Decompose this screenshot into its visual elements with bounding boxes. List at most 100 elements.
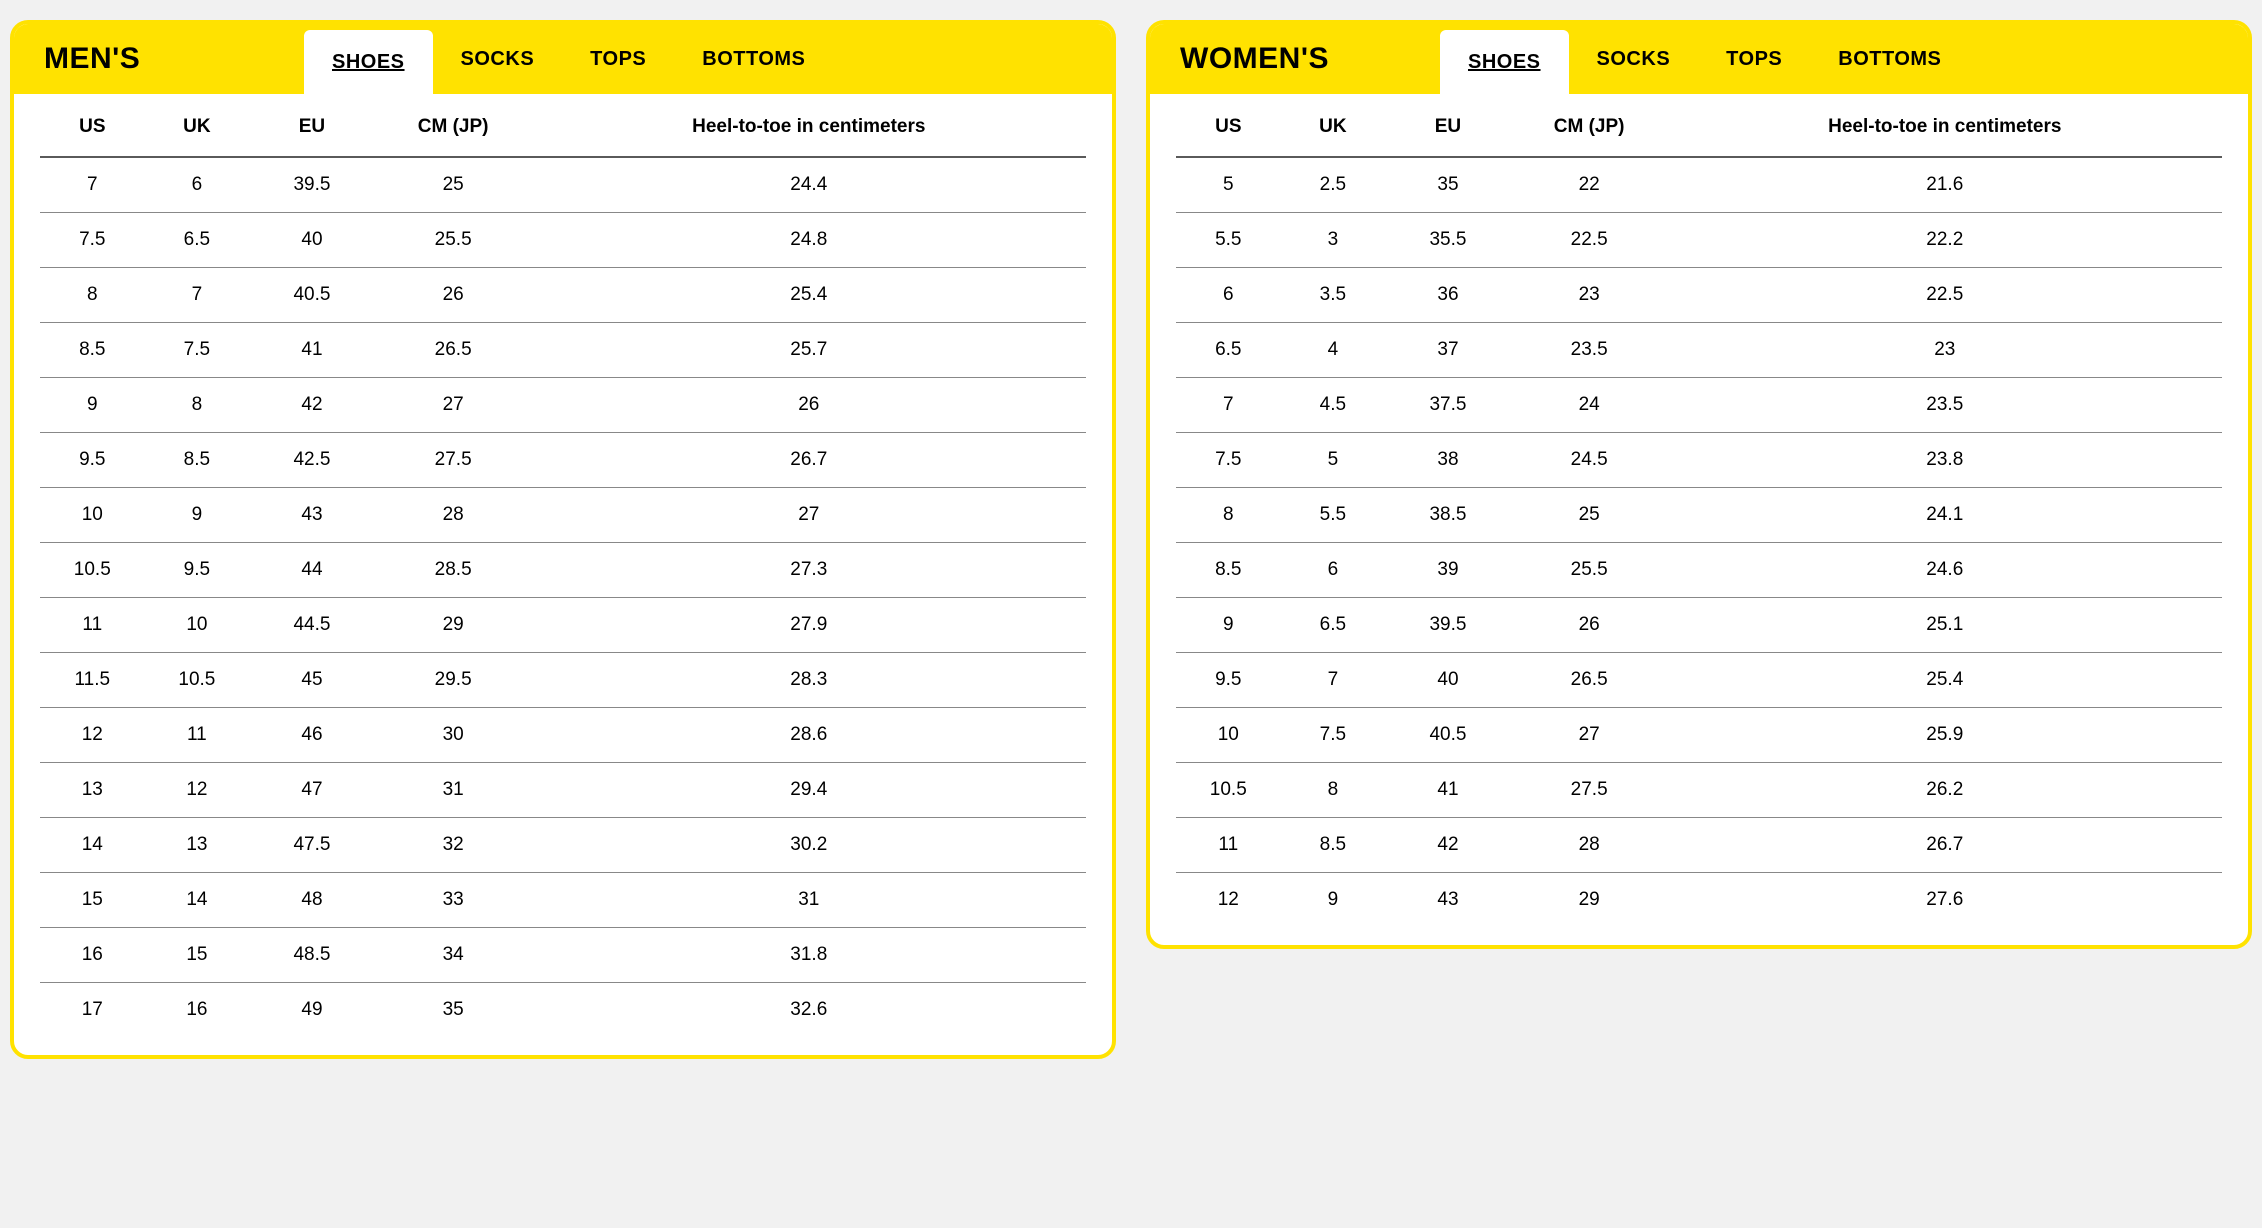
cell: 3 bbox=[1281, 213, 1386, 268]
table-row: 8.57.54126.525.7 bbox=[40, 323, 1086, 378]
cell: 30.2 bbox=[532, 818, 1086, 873]
cell: 22 bbox=[1511, 157, 1668, 213]
tab-bottoms[interactable]: BOTTOMS bbox=[674, 24, 833, 94]
cell: 13 bbox=[40, 763, 145, 818]
cell: 26.5 bbox=[1511, 653, 1668, 708]
table-row: 10.584127.526.2 bbox=[1176, 763, 2222, 818]
mens-title: MEN'S bbox=[14, 24, 304, 94]
womens-size-table: US UK EU CM (JP) Heel-to-toe in centimet… bbox=[1176, 94, 2222, 927]
cell: 47 bbox=[249, 763, 375, 818]
tab-socks[interactable]: SOCKS bbox=[1569, 24, 1699, 94]
cell: 9 bbox=[40, 378, 145, 433]
cell: 23 bbox=[1668, 323, 2222, 378]
tab-tops[interactable]: TOPS bbox=[562, 24, 674, 94]
cell: 27 bbox=[532, 488, 1086, 543]
tab-bottoms[interactable]: BOTTOMS bbox=[1810, 24, 1969, 94]
cell: 43 bbox=[1385, 873, 1511, 928]
cell: 5.5 bbox=[1281, 488, 1386, 543]
cell: 30 bbox=[375, 708, 532, 763]
cell: 31.8 bbox=[532, 928, 1086, 983]
cell: 5 bbox=[1281, 433, 1386, 488]
cell: 26.7 bbox=[1668, 818, 2222, 873]
cell: 12 bbox=[40, 708, 145, 763]
cell: 31 bbox=[532, 873, 1086, 928]
table-row: 8.563925.524.6 bbox=[1176, 543, 2222, 598]
cell: 45 bbox=[249, 653, 375, 708]
cell: 25.4 bbox=[1668, 653, 2222, 708]
col-heel: Heel-to-toe in centimeters bbox=[1668, 94, 2222, 157]
cell: 24.6 bbox=[1668, 543, 2222, 598]
cell: 2.5 bbox=[1281, 157, 1386, 213]
cell: 35 bbox=[375, 983, 532, 1038]
cell: 31 bbox=[375, 763, 532, 818]
cell: 23.5 bbox=[1511, 323, 1668, 378]
cell: 6.5 bbox=[145, 213, 250, 268]
cell: 37 bbox=[1385, 323, 1511, 378]
cell: 6.5 bbox=[1176, 323, 1281, 378]
cell: 10.5 bbox=[1176, 763, 1281, 818]
cell: 25 bbox=[375, 157, 532, 213]
cell: 7.5 bbox=[145, 323, 250, 378]
table-row: 5.5335.522.522.2 bbox=[1176, 213, 2222, 268]
cell: 46 bbox=[249, 708, 375, 763]
table-row: 85.538.52524.1 bbox=[1176, 488, 2222, 543]
cell: 16 bbox=[40, 928, 145, 983]
tab-shoes[interactable]: SHOES bbox=[1440, 30, 1569, 94]
cell: 26 bbox=[532, 378, 1086, 433]
cell: 14 bbox=[145, 873, 250, 928]
cell: 35.5 bbox=[1385, 213, 1511, 268]
cell: 47.5 bbox=[249, 818, 375, 873]
col-us: US bbox=[40, 94, 145, 157]
table-row: 1514483331 bbox=[40, 873, 1086, 928]
cell: 41 bbox=[249, 323, 375, 378]
cell: 7.5 bbox=[40, 213, 145, 268]
table-row: 74.537.52423.5 bbox=[1176, 378, 2222, 433]
cell: 8 bbox=[1176, 488, 1281, 543]
cell: 11.5 bbox=[40, 653, 145, 708]
cell: 26.7 bbox=[532, 433, 1086, 488]
table-row: 1211463028.6 bbox=[40, 708, 1086, 763]
cell: 28.5 bbox=[375, 543, 532, 598]
cell: 6 bbox=[1281, 543, 1386, 598]
cell: 17 bbox=[40, 983, 145, 1038]
cell: 32.6 bbox=[532, 983, 1086, 1038]
cell: 22.2 bbox=[1668, 213, 2222, 268]
cell: 22.5 bbox=[1668, 268, 2222, 323]
cell: 25.5 bbox=[375, 213, 532, 268]
cell: 21.6 bbox=[1668, 157, 2222, 213]
cell: 33 bbox=[375, 873, 532, 928]
mens-panel-header: MEN'S SHOES SOCKS TOPS BOTTOMS bbox=[14, 24, 1112, 94]
cell: 48 bbox=[249, 873, 375, 928]
table-row: 141347.53230.2 bbox=[40, 818, 1086, 873]
table-row: 111044.52927.9 bbox=[40, 598, 1086, 653]
tab-shoes[interactable]: SHOES bbox=[304, 30, 433, 94]
cell: 27.3 bbox=[532, 543, 1086, 598]
cell: 27.6 bbox=[1668, 873, 2222, 928]
cell: 10 bbox=[40, 488, 145, 543]
cell: 15 bbox=[145, 928, 250, 983]
table-row: 7639.52524.4 bbox=[40, 157, 1086, 213]
tab-socks[interactable]: SOCKS bbox=[433, 24, 563, 94]
cell: 44.5 bbox=[249, 598, 375, 653]
cell: 8.5 bbox=[1281, 818, 1386, 873]
tab-tops[interactable]: TOPS bbox=[1698, 24, 1810, 94]
womens-table-wrap: US UK EU CM (JP) Heel-to-toe in centimet… bbox=[1150, 94, 2248, 945]
cell: 14 bbox=[40, 818, 145, 873]
mens-size-table: US UK EU CM (JP) Heel-to-toe in centimet… bbox=[40, 94, 1086, 1037]
cell: 24.8 bbox=[532, 213, 1086, 268]
cell: 40.5 bbox=[249, 268, 375, 323]
cell: 38.5 bbox=[1385, 488, 1511, 543]
cell: 25.4 bbox=[532, 268, 1086, 323]
cell: 15 bbox=[40, 873, 145, 928]
cell: 10.5 bbox=[40, 543, 145, 598]
cell: 38 bbox=[1385, 433, 1511, 488]
table-row: 1716493532.6 bbox=[40, 983, 1086, 1038]
cell: 6.5 bbox=[1281, 598, 1386, 653]
cell: 8.5 bbox=[40, 323, 145, 378]
cell: 8 bbox=[145, 378, 250, 433]
cell: 8.5 bbox=[1176, 543, 1281, 598]
cell: 26.5 bbox=[375, 323, 532, 378]
cell: 29 bbox=[375, 598, 532, 653]
table-header-row: US UK EU CM (JP) Heel-to-toe in centimet… bbox=[40, 94, 1086, 157]
cell: 28 bbox=[1511, 818, 1668, 873]
